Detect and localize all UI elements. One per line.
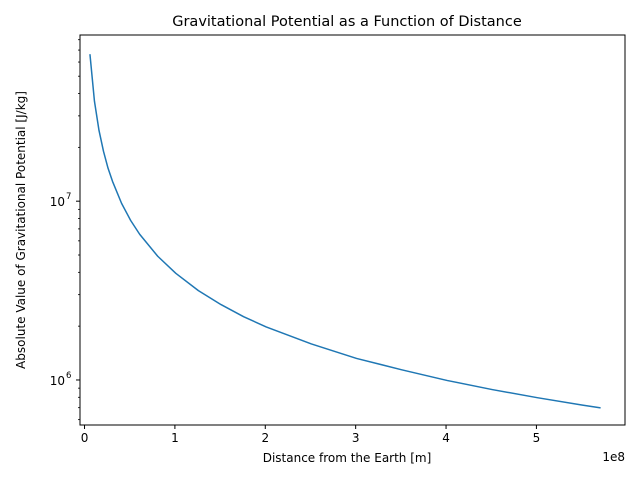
- x-tick-label: 0: [81, 431, 89, 445]
- x-axis-offset-label: 1e8: [602, 450, 625, 464]
- x-tick-label: 4: [442, 431, 450, 445]
- y-axis-label: Absolute Value of Gravitational Potentia…: [14, 91, 28, 369]
- x-tick-label: 1: [171, 431, 179, 445]
- plot-area: [89, 54, 601, 409]
- y-tick-label: 10: [50, 195, 65, 209]
- y-tick-exponent: 7: [66, 192, 71, 202]
- y-tick-exponent: 6: [66, 371, 71, 381]
- x-axis-label: Distance from the Earth [m]: [263, 451, 432, 465]
- x-tick-label: 5: [533, 431, 541, 445]
- y-tick-label: 10: [50, 374, 65, 388]
- x-tick-label: 2: [261, 431, 269, 445]
- axes-frame: [79, 34, 626, 426]
- x-axis: 0 1 2 3 4 5: [81, 425, 541, 445]
- chart-title: Gravitational Potential as a Function of…: [172, 14, 522, 30]
- x-tick-label: 3: [352, 431, 360, 445]
- data-series-line: [89, 54, 601, 409]
